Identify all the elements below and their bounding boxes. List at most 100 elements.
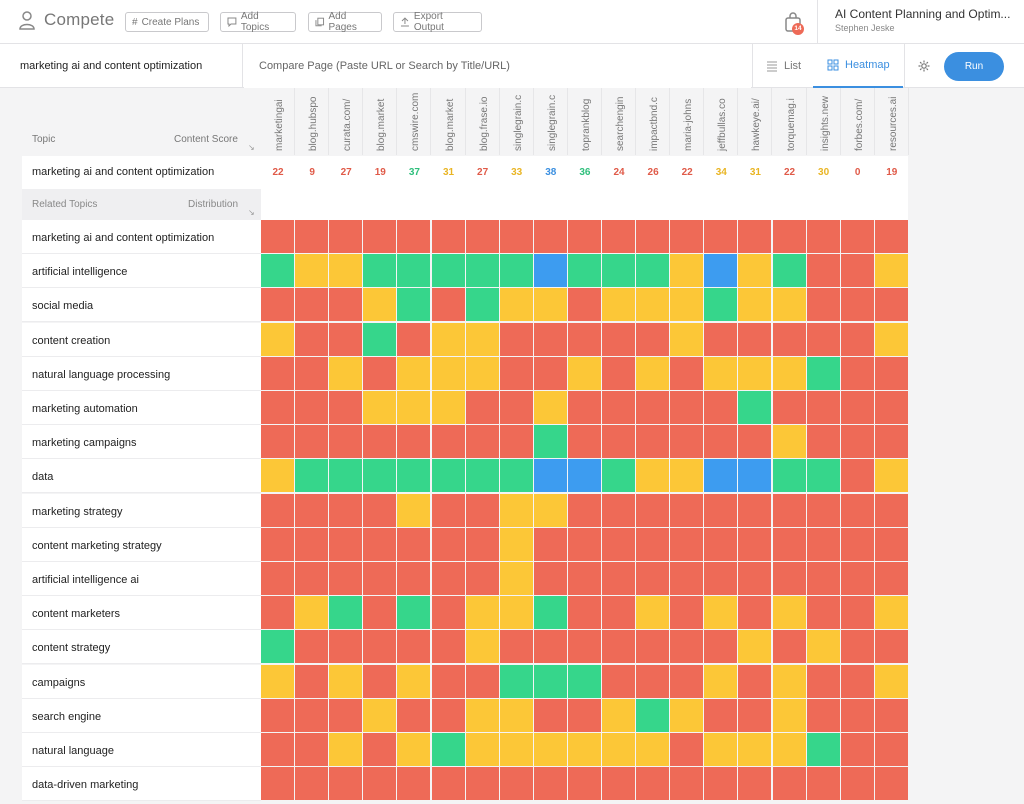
- content-score-header[interactable]: Content Score: [174, 134, 238, 145]
- heatmap-cell[interactable]: [772, 220, 806, 253]
- heatmap-cell[interactable]: [567, 698, 601, 732]
- heatmap-cell[interactable]: [602, 630, 635, 664]
- heatmap-cell[interactable]: [840, 425, 874, 459]
- heatmap-cell[interactable]: [397, 630, 431, 664]
- heatmap-cell[interactable]: [499, 356, 533, 390]
- heatmap-cell[interactable]: [874, 322, 908, 356]
- heatmap-cell[interactable]: [363, 459, 397, 493]
- heatmap-cell[interactable]: [806, 630, 840, 664]
- column-header[interactable]: forbes.com/: [841, 88, 875, 155]
- heatmap-cell[interactable]: [567, 322, 601, 356]
- heatmap-cell[interactable]: [704, 630, 738, 664]
- heatmap-cell[interactable]: [295, 596, 329, 630]
- heatmap-cell[interactable]: [329, 733, 363, 766]
- heatmap-cell[interactable]: [636, 220, 670, 253]
- heatmap-cell[interactable]: [772, 356, 806, 390]
- heatmap-cell[interactable]: [636, 288, 670, 322]
- heatmap-cell[interactable]: [806, 322, 840, 356]
- heatmap-cell[interactable]: [533, 288, 567, 322]
- related-topic-label[interactable]: search engine: [22, 698, 261, 733]
- heatmap-cell[interactable]: [533, 630, 567, 664]
- related-topic-label[interactable]: social media: [22, 288, 261, 323]
- heatmap-cell[interactable]: [261, 562, 294, 595]
- heatmap-cell[interactable]: [465, 425, 499, 459]
- heatmap-cell[interactable]: [567, 630, 601, 664]
- sort-arrow-icon[interactable]: ↘: [248, 208, 255, 217]
- heatmap-cell[interactable]: [670, 562, 704, 595]
- heatmap-cell[interactable]: [670, 220, 704, 253]
- column-header[interactable]: resources.ai: [875, 88, 909, 155]
- heatmap-cell[interactable]: [533, 254, 567, 288]
- heatmap-cell[interactable]: [840, 596, 874, 630]
- heatmap-cell[interactable]: [431, 664, 465, 698]
- column-header[interactable]: maria-johns: [670, 88, 705, 155]
- heatmap-cell[interactable]: [840, 527, 874, 561]
- heatmap-cell[interactable]: [295, 664, 329, 698]
- heatmap-cell[interactable]: [295, 459, 329, 493]
- query-field[interactable]: marketing ai and content optimization: [0, 44, 243, 88]
- heatmap-cell[interactable]: [602, 527, 635, 561]
- heatmap-cell[interactable]: [670, 630, 704, 664]
- heatmap-cell[interactable]: [329, 527, 363, 561]
- heatmap-cell[interactable]: [363, 220, 397, 253]
- heatmap-cell[interactable]: [738, 698, 772, 732]
- heatmap-cell[interactable]: [670, 322, 704, 356]
- heatmap-cell[interactable]: [806, 356, 840, 390]
- heatmap-cell[interactable]: [567, 425, 601, 459]
- heatmap-cell[interactable]: [397, 562, 431, 595]
- heatmap-cell[interactable]: [602, 322, 635, 356]
- heatmap-cell[interactable]: [363, 733, 397, 766]
- heatmap-cell[interactable]: [533, 493, 567, 527]
- heatmap-cell[interactable]: [499, 254, 533, 288]
- heatmap-cell[interactable]: [499, 391, 533, 424]
- heatmap-cell[interactable]: [602, 459, 635, 493]
- heatmap-cell[interactable]: [499, 322, 533, 356]
- heatmap-cell[interactable]: [636, 356, 670, 390]
- heatmap-cell[interactable]: [602, 664, 635, 698]
- heatmap-cell[interactable]: [874, 254, 908, 288]
- heatmap-cell[interactable]: [806, 254, 840, 288]
- heatmap-cell[interactable]: [738, 356, 772, 390]
- heatmap-cell[interactable]: [499, 220, 533, 253]
- heatmap-cell[interactable]: [704, 733, 738, 766]
- heatmap-cell[interactable]: [704, 391, 738, 424]
- heatmap-cell[interactable]: [567, 288, 601, 322]
- column-header[interactable]: cmswire.com: [397, 88, 432, 155]
- heatmap-cell[interactable]: [738, 288, 772, 322]
- heatmap-cell[interactable]: [567, 220, 601, 253]
- heatmap-cell[interactable]: [738, 391, 772, 424]
- related-topic-label[interactable]: content strategy: [22, 630, 261, 665]
- column-header[interactable]: blog.hubspo: [295, 88, 330, 155]
- heatmap-cell[interactable]: [397, 493, 431, 527]
- heatmap-cell[interactable]: [295, 425, 329, 459]
- heatmap-cell[interactable]: [329, 425, 363, 459]
- heatmap-cell[interactable]: [738, 425, 772, 459]
- heatmap-cell[interactable]: [670, 527, 704, 561]
- export-output-button[interactable]: Export Output: [393, 11, 482, 33]
- related-topic-label[interactable]: marketing automation: [22, 391, 261, 425]
- heatmap-cell[interactable]: [704, 493, 738, 527]
- heatmap-cell[interactable]: [261, 733, 294, 766]
- heatmap-cell[interactable]: [704, 459, 738, 493]
- heatmap-cell[interactable]: [261, 698, 294, 732]
- heatmap-cell[interactable]: [295, 356, 329, 390]
- heatmap-cell[interactable]: [704, 596, 738, 630]
- heatmap-cell[interactable]: [465, 459, 499, 493]
- settings-button[interactable]: [904, 44, 942, 88]
- heatmap-cell[interactable]: [431, 493, 465, 527]
- heatmap-cell[interactable]: [806, 767, 840, 801]
- heatmap-cell[interactable]: [261, 391, 294, 424]
- heatmap-cell[interactable]: [874, 767, 908, 801]
- sort-arrow-icon[interactable]: ↘: [248, 143, 255, 152]
- heatmap-cell[interactable]: [465, 767, 499, 801]
- heatmap-cell[interactable]: [329, 493, 363, 527]
- heatmap-cell[interactable]: [295, 562, 329, 595]
- related-topic-label[interactable]: natural language: [22, 733, 261, 767]
- heatmap-cell[interactable]: [738, 733, 772, 766]
- heatmap-cell[interactable]: [567, 493, 601, 527]
- heatmap-cell[interactable]: [499, 664, 533, 698]
- related-topic-label[interactable]: data: [22, 459, 261, 494]
- add-pages-button[interactable]: Add Pages: [308, 11, 382, 33]
- heatmap-cell[interactable]: [465, 527, 499, 561]
- column-header[interactable]: singlegrain.c: [534, 88, 568, 155]
